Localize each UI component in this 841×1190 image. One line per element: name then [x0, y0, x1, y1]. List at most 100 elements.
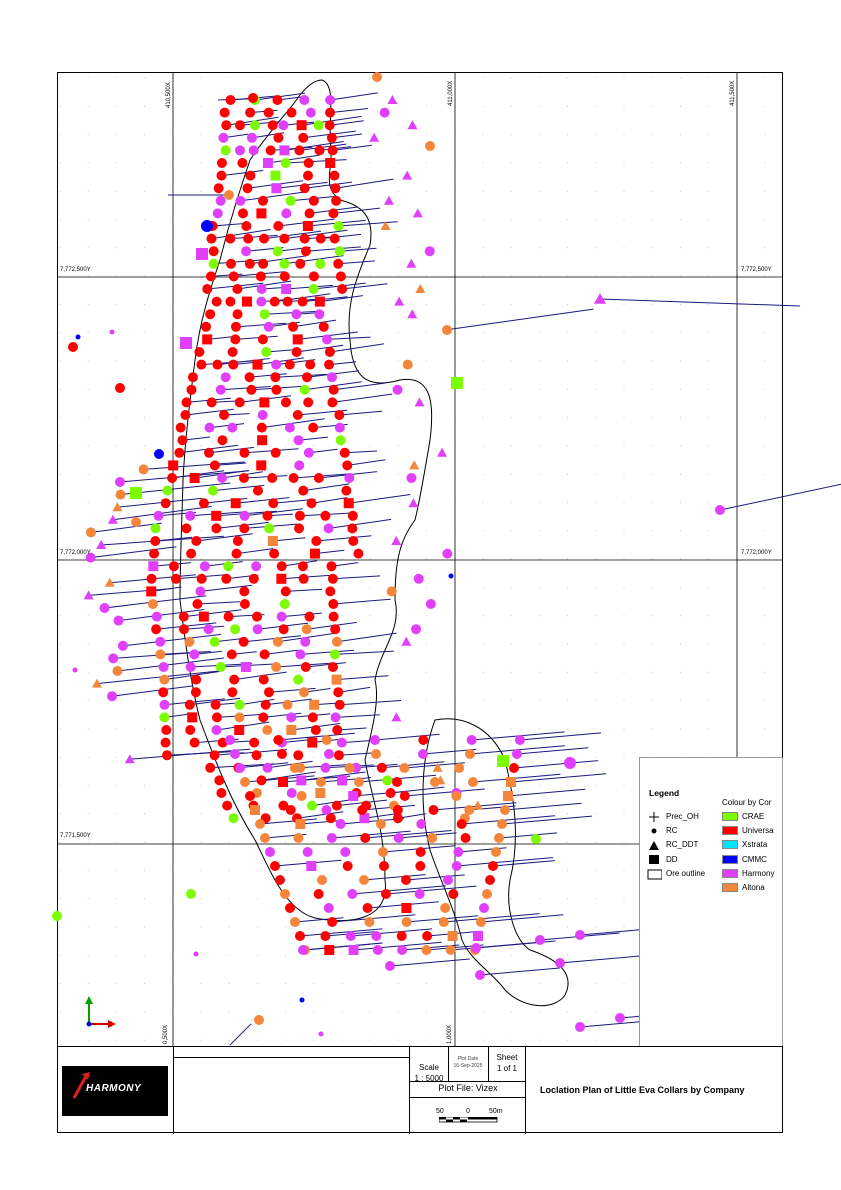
collar-altona	[430, 777, 440, 787]
collar-harmony	[240, 662, 251, 672]
collar-universa	[329, 170, 340, 181]
collar-universa	[282, 296, 293, 307]
collar-universa	[385, 788, 396, 798]
collar-harmony	[300, 636, 311, 647]
collar-universa	[327, 573, 338, 584]
collar-altona	[425, 141, 435, 151]
collar-altona	[447, 931, 458, 941]
collar-universa	[258, 195, 269, 206]
collar-universa	[280, 397, 291, 408]
collar-crae	[335, 435, 346, 446]
collar-universa	[198, 498, 209, 509]
collar-universa	[298, 485, 309, 496]
collar-altona	[472, 800, 483, 810]
collar-universa	[268, 498, 279, 509]
collar-universa	[325, 813, 336, 824]
collar-universa	[357, 805, 368, 815]
collar-universa	[243, 233, 254, 244]
collar-universa	[244, 372, 255, 383]
collar-altona	[104, 577, 115, 587]
collar-altona	[482, 889, 492, 899]
collar-crae	[306, 800, 317, 811]
collar-altona	[255, 819, 265, 829]
collar-universa	[258, 712, 269, 723]
swatch-altona	[722, 883, 738, 892]
collar-universa	[327, 397, 338, 408]
legend-symbol-prec-oh: Prec_OH	[666, 812, 699, 821]
collar-universa	[295, 258, 306, 269]
collar-universa	[257, 435, 268, 446]
collar-harmony	[72, 667, 78, 673]
collar-universa	[202, 284, 213, 294]
collar-universa	[219, 410, 230, 420]
collar-harmony	[215, 384, 226, 395]
easting-label-2: 411,000X	[448, 80, 454, 106]
collar-crae	[315, 258, 326, 269]
collar-universa	[273, 221, 284, 231]
collar-harmony	[148, 561, 159, 572]
collar-crae	[52, 911, 62, 921]
collar-universa	[214, 775, 225, 786]
collar-universa	[277, 749, 287, 759]
collar-harmony	[416, 819, 427, 829]
collar-universa	[279, 233, 290, 244]
collar-harmony	[371, 931, 382, 941]
collar-harmony	[296, 775, 307, 786]
collar-universa	[328, 208, 339, 219]
collar-universa	[189, 473, 200, 483]
collar-harmony	[107, 514, 118, 524]
collar-universa	[342, 460, 353, 471]
collar-harmony	[234, 145, 245, 156]
legend-symbol-rc: RC	[666, 826, 678, 835]
collar-harmony	[414, 889, 425, 899]
collar-universa	[294, 145, 305, 156]
collar-universa	[270, 861, 280, 871]
collar-universa	[160, 498, 171, 509]
collar-universa	[329, 233, 340, 244]
collar-harmony	[155, 636, 166, 647]
collar-harmony	[402, 170, 413, 180]
collar-harmony	[425, 599, 436, 609]
legend-title: Legend	[649, 788, 680, 798]
collar-harmony	[414, 397, 425, 407]
collar-altona	[159, 674, 170, 685]
collar-altona	[401, 917, 412, 927]
collar-crae	[279, 258, 290, 269]
collar-universa	[245, 170, 256, 181]
legend-symbol-icons	[647, 812, 662, 880]
collar-universa	[216, 170, 227, 181]
legend-colour-title: Colour by Cor	[722, 798, 772, 807]
collar-altona	[254, 1015, 264, 1025]
collar-harmony	[471, 943, 481, 953]
collar-crae	[162, 485, 173, 496]
collar-crae	[313, 120, 324, 131]
collar-universa	[259, 397, 270, 408]
collar-altona	[147, 599, 158, 609]
collar-harmony	[276, 611, 287, 622]
collar-universa	[198, 611, 209, 622]
collar-altona	[280, 889, 290, 899]
collar-universa	[245, 107, 256, 118]
collar-universa	[151, 624, 162, 635]
collar-universa	[248, 573, 259, 584]
collar-universa	[311, 536, 322, 546]
scale-label: Scale	[418, 1063, 439, 1072]
collar-harmony	[195, 586, 206, 597]
collar-harmony	[406, 258, 417, 268]
collar-universa	[298, 132, 309, 143]
collar-universa	[456, 819, 467, 829]
easting-label-1: 410,500X	[166, 82, 172, 108]
collar-universa	[237, 208, 248, 219]
collar-harmony	[535, 935, 545, 945]
collar-universa	[150, 536, 161, 546]
collar-universa	[415, 847, 426, 857]
collar-universa	[232, 309, 243, 320]
collar-altona	[267, 536, 278, 546]
legend-company-cmmc: CMMC	[742, 855, 767, 864]
collar-universa	[200, 321, 211, 332]
collar-altona	[240, 777, 250, 787]
collar-universa	[260, 699, 271, 710]
collar-harmony	[193, 951, 199, 957]
collar-altona	[321, 735, 332, 745]
collar-crae	[261, 347, 272, 357]
